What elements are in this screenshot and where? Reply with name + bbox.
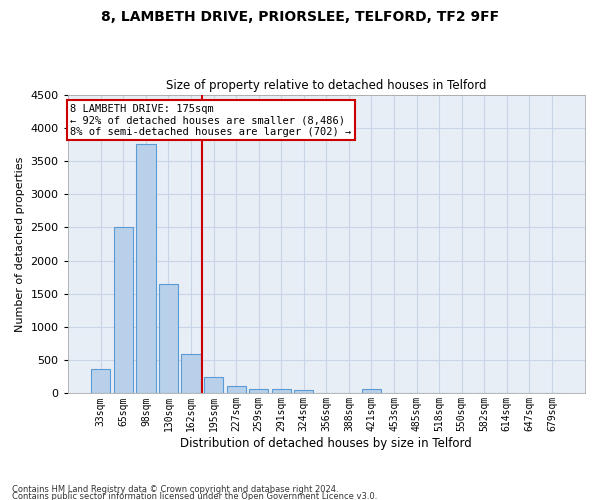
Bar <box>181 354 200 394</box>
Y-axis label: Number of detached properties: Number of detached properties <box>15 156 25 332</box>
Bar <box>362 390 381 394</box>
Text: 8, LAMBETH DRIVE, PRIORSLEE, TELFORD, TF2 9FF: 8, LAMBETH DRIVE, PRIORSLEE, TELFORD, TF… <box>101 10 499 24</box>
Bar <box>159 284 178 394</box>
Bar <box>114 228 133 394</box>
Bar <box>227 386 246 394</box>
Text: Contains public sector information licensed under the Open Government Licence v3: Contains public sector information licen… <box>12 492 377 500</box>
Bar <box>136 144 155 394</box>
Title: Size of property relative to detached houses in Telford: Size of property relative to detached ho… <box>166 79 487 92</box>
Bar <box>272 390 291 394</box>
Bar <box>91 368 110 394</box>
Bar <box>204 378 223 394</box>
Text: Contains HM Land Registry data © Crown copyright and database right 2024.: Contains HM Land Registry data © Crown c… <box>12 486 338 494</box>
Text: 8 LAMBETH DRIVE: 175sqm
← 92% of detached houses are smaller (8,486)
8% of semi-: 8 LAMBETH DRIVE: 175sqm ← 92% of detache… <box>70 104 352 136</box>
X-axis label: Distribution of detached houses by size in Telford: Distribution of detached houses by size … <box>181 437 472 450</box>
Bar <box>249 389 268 394</box>
Bar <box>294 390 313 394</box>
